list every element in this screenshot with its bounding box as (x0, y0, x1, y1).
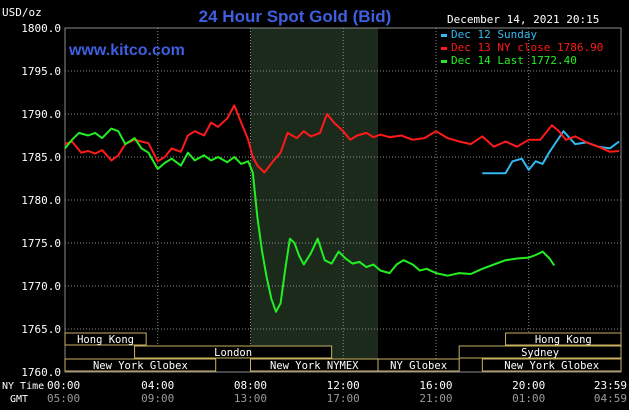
market-session-label: London (214, 347, 252, 359)
market-session-box (377, 358, 460, 372)
ny-time-label: NY Time (2, 381, 44, 392)
price-series (64, 104, 620, 313)
y-tick-label: 1770.0 (21, 280, 61, 293)
y-tick-label: 1795.0 (21, 65, 61, 78)
y-tick-label: 1765.0 (21, 323, 61, 336)
gmt-label: GMT (10, 394, 28, 405)
legend-entry: Dec 14 Last 1772.40 (451, 54, 577, 67)
watermark-link[interactable]: www.kitco.com (68, 42, 185, 59)
x-tick-label-gmt: 09:00 (141, 392, 174, 405)
x-tick-label-gmt: 17:00 (327, 392, 360, 405)
market-session-box (64, 332, 147, 346)
x-tick-label-ny: 23:59 (594, 379, 627, 392)
x-tick-label-ny: 00:00 (47, 379, 80, 392)
y-tick-label: 1775.0 (21, 237, 61, 250)
x-tick-label-ny: 16:00 (419, 379, 452, 392)
header-datetime: December 14, 2021 20:15 (447, 13, 599, 26)
y-tick-label: 1760.0 (21, 366, 61, 379)
market-session-box (458, 345, 622, 359)
market-session-label: NY Globex (390, 360, 447, 372)
x-tick-label-gmt: 05:00 (47, 392, 80, 405)
y-tick-label: 1780.0 (21, 194, 61, 207)
x-tick-label-ny: 12:00 (327, 379, 360, 392)
y-axis: 1760.0 1765.0 1770.0 1775.0 1780.0 1785.0 1790… (21, 22, 61, 379)
market-session-box (64, 358, 217, 372)
market-session-label: New York NYMEX (270, 360, 359, 372)
market-session-label: Hong Kong (77, 334, 134, 346)
legend-swatch (441, 47, 447, 50)
series-line-3 (64, 127, 556, 313)
unit-label: USD/oz (2, 6, 42, 19)
market-session-label: Sydney (521, 347, 559, 359)
x-tick-label-ny: 20:00 (512, 379, 545, 392)
x-tick-label-gmt: 13:00 (234, 392, 267, 405)
x-tick-label-gmt: 01:00 (512, 392, 545, 405)
legend-swatch (441, 34, 447, 37)
market-session-box (505, 332, 622, 346)
chart-title: 24 Hour Spot Gold (Bid) (199, 7, 392, 26)
plot-frame (64, 27, 622, 373)
y-tick-label: 1785.0 (21, 151, 61, 164)
market-session-label: New York Globex (93, 360, 188, 372)
series-line-2 (64, 104, 620, 174)
y-tick-label: 1800.0 (21, 22, 61, 35)
market-session-label: Hong Kong (535, 334, 592, 346)
x-tick-label-ny: 08:00 (234, 379, 267, 392)
legend-entry: Dec 12 Sunday (451, 28, 537, 41)
y-tick-label: 1790.0 (21, 108, 61, 121)
legend-swatch (441, 60, 447, 63)
market-session-label: New York Globex (504, 360, 599, 372)
market-sessions: Hong Kong London New York Globex New York N… (64, 332, 622, 372)
market-session-box (134, 345, 333, 359)
x-tick-label-gmt: 04:59 (594, 392, 627, 405)
market-session-box (481, 358, 622, 372)
legend-entry: Dec 13 NY close 1786.90 (451, 41, 603, 54)
x-tick-label-ny: 04:00 (141, 379, 174, 392)
x-tick-label-gmt: 21:00 (419, 392, 452, 405)
